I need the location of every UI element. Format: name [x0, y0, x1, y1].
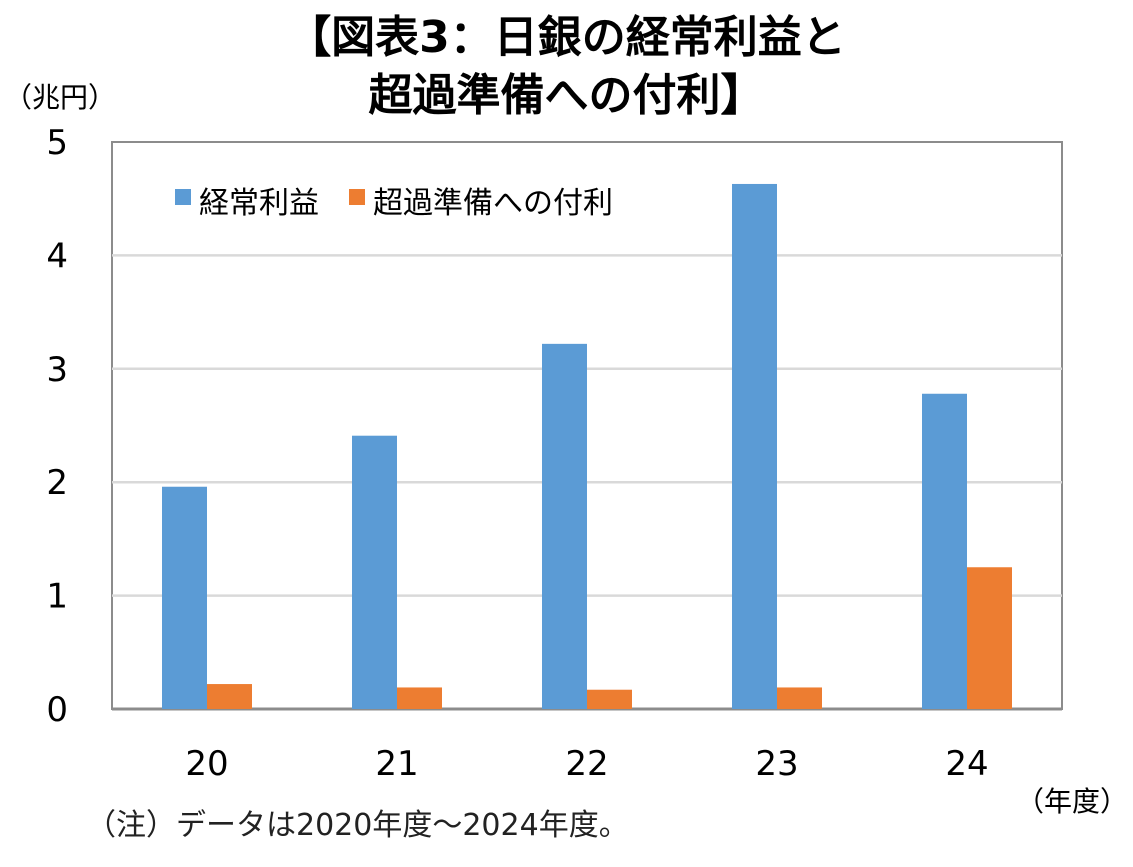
chart-title-line-2: 超過準備への付利】 [368, 70, 765, 121]
bar-furi-23 [777, 687, 822, 709]
x-tick-label: 24 [945, 744, 988, 784]
bar-furi-24 [967, 567, 1012, 709]
legend-swatch [175, 189, 191, 205]
y-tick-label: 0 [46, 690, 68, 730]
y-tick-label: 2 [46, 463, 68, 503]
bar-keijo-rieki-22 [542, 343, 587, 709]
x-axis-unit-label: （年度） [1016, 785, 1129, 818]
bar-keijo-rieki-24 [922, 393, 967, 709]
legend-label: 超過準備への付利 [373, 186, 613, 221]
bar-furi-20 [207, 684, 252, 709]
y-tick-label: 3 [46, 350, 68, 390]
x-tick-label: 21 [375, 744, 418, 784]
x-tick-label: 20 [185, 744, 228, 784]
bar-furi-21 [397, 687, 442, 709]
bar-furi-22 [587, 689, 632, 709]
legend-swatch [349, 189, 365, 205]
chart-title-line-1: 【図表3：日銀の経常利益と [287, 12, 846, 63]
bar-keijo-rieki-20 [162, 486, 207, 709]
y-tick-label: 5 [46, 123, 68, 163]
x-tick-label: 22 [565, 744, 608, 784]
y-axis-unit-label: （兆円） [4, 81, 117, 114]
y-tick-label: 4 [46, 236, 68, 276]
bar-keijo-rieki-23 [732, 183, 777, 709]
legend-label: 経常利益 [199, 186, 319, 221]
x-tick-label: 23 [755, 744, 798, 784]
bar-keijo-rieki-21 [352, 435, 397, 709]
chart-note: （注）データは2020年度～2024年度。 [86, 808, 629, 843]
y-tick-label: 1 [46, 577, 68, 617]
